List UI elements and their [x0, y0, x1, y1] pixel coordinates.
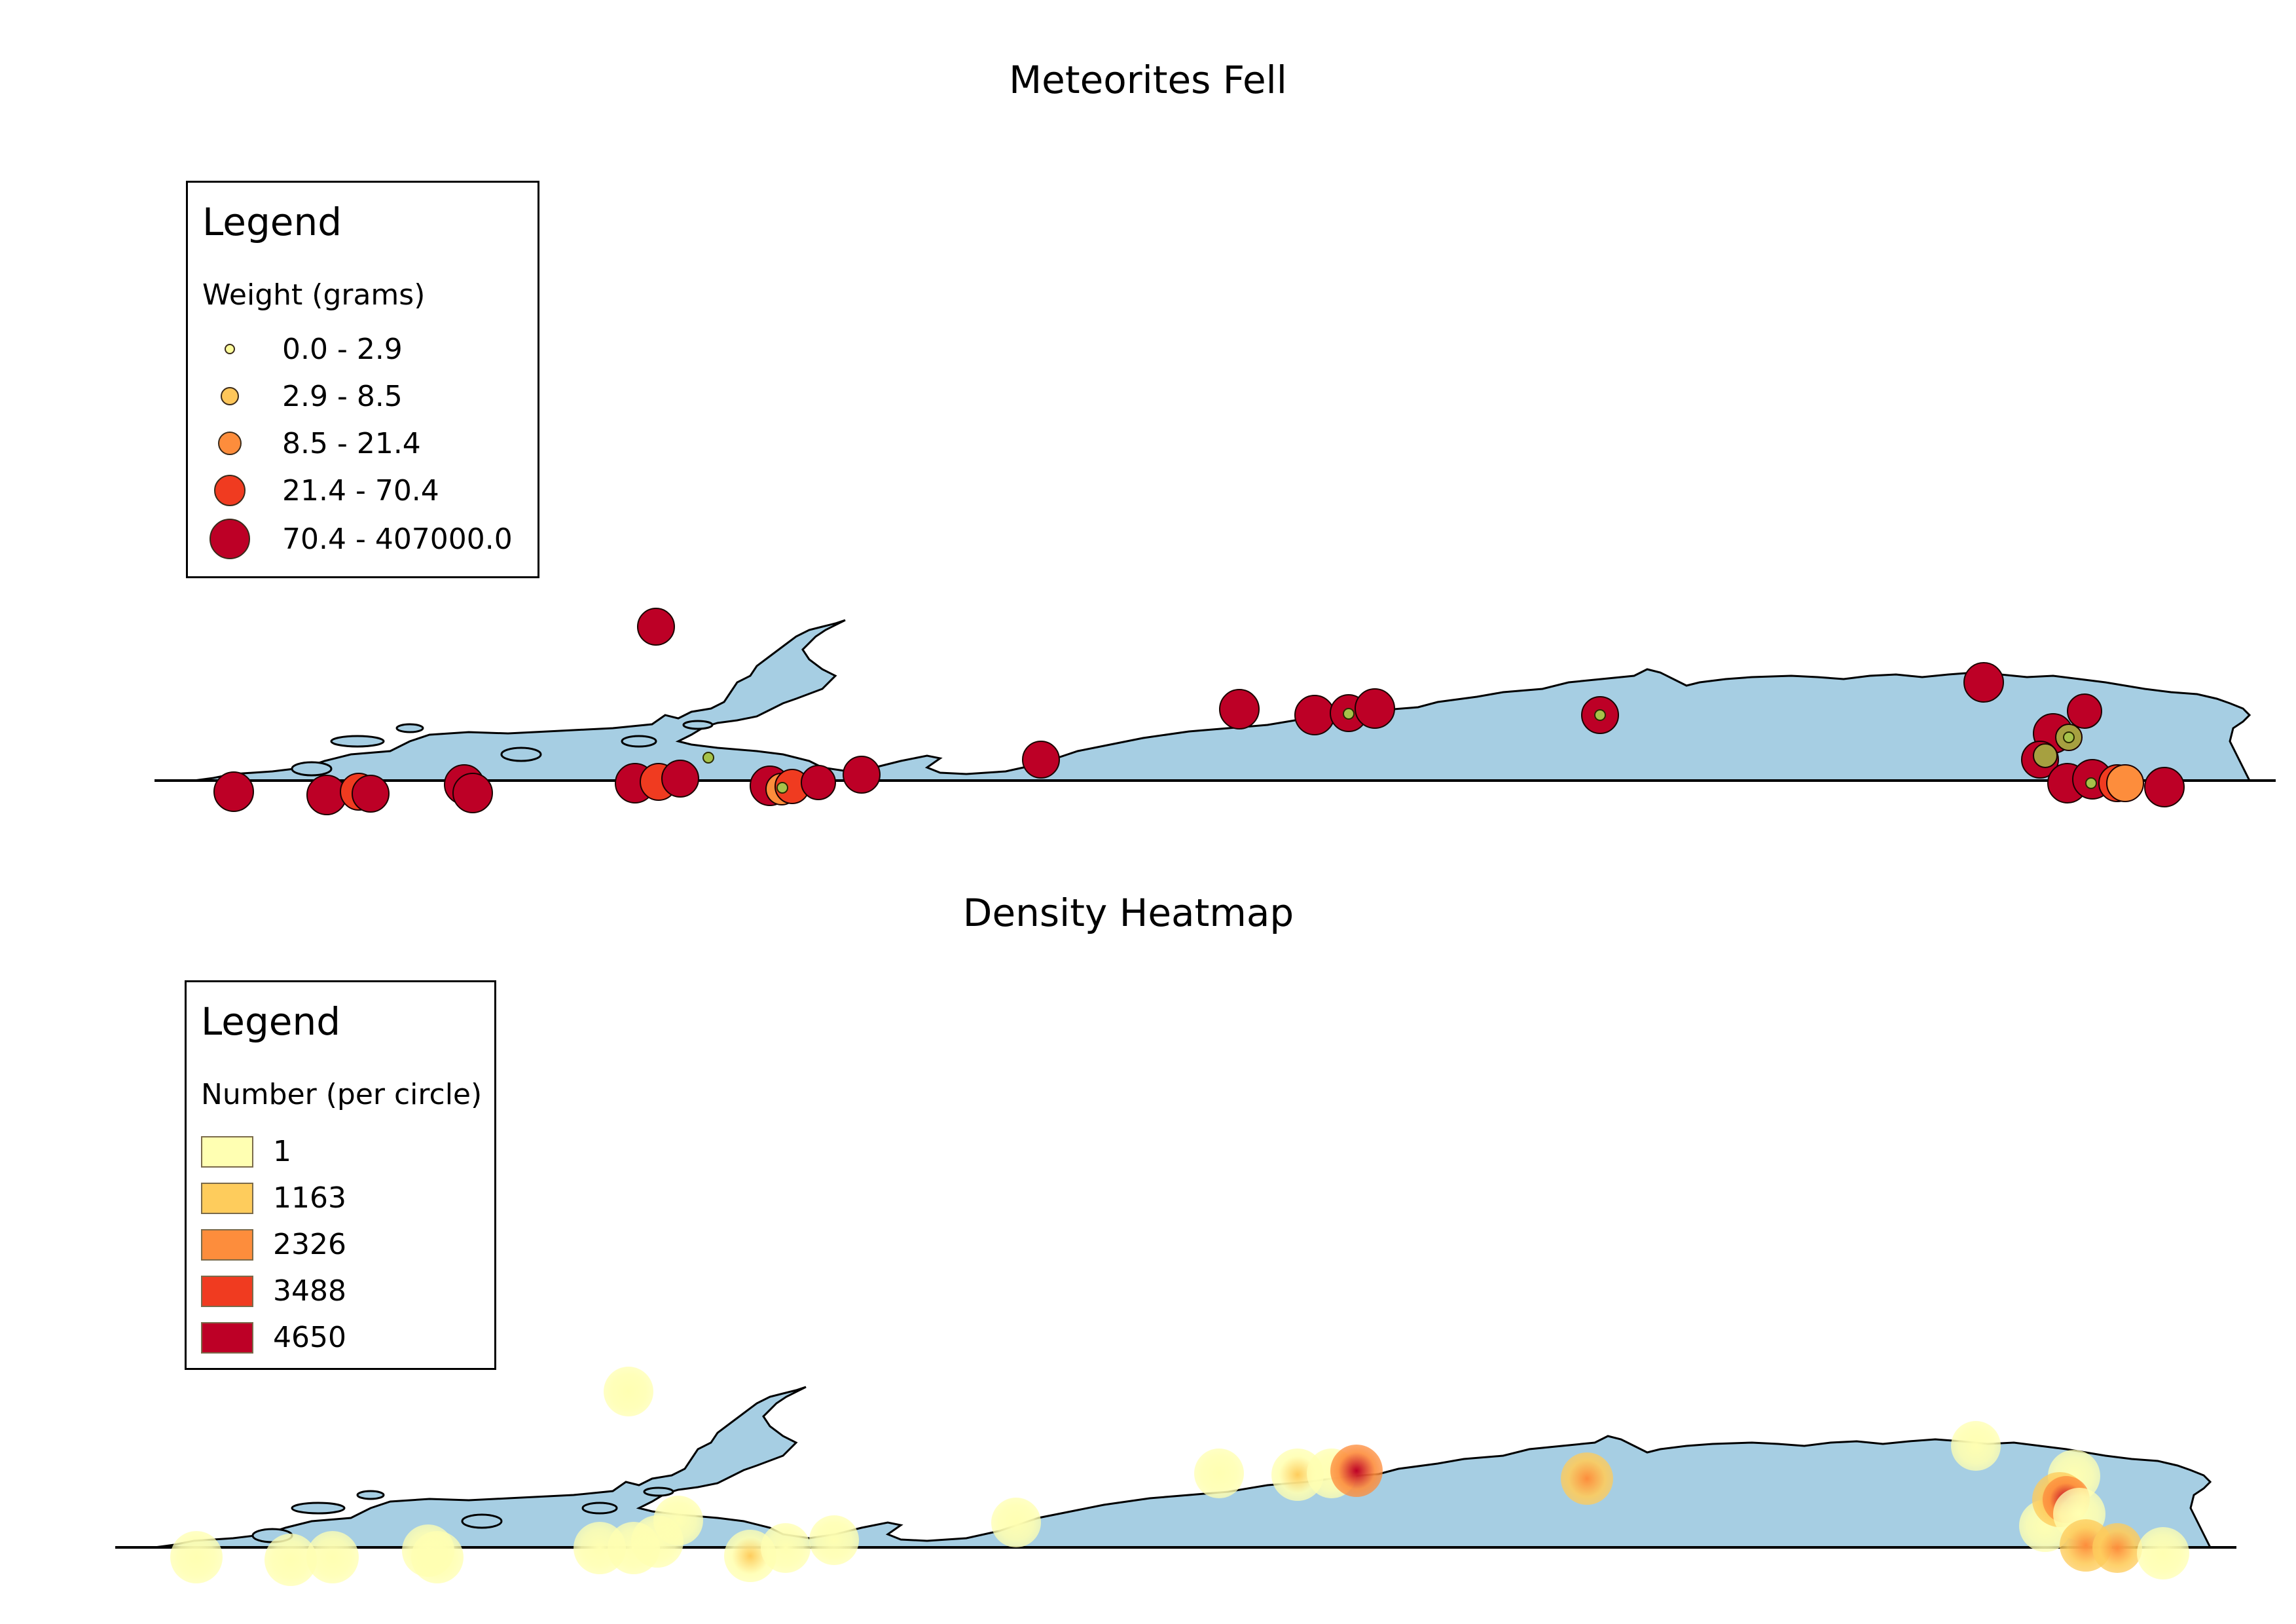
- density-blob: [1951, 1421, 2001, 1471]
- island: [682, 720, 714, 730]
- density-blob: [604, 1367, 653, 1416]
- meteorite-marker: [2144, 767, 2185, 807]
- meteorite-marker-small: [1594, 709, 1606, 721]
- island: [356, 1490, 385, 1500]
- density-blob: [761, 1523, 811, 1573]
- map-title-meteorites-fell: Meteorites Fell: [1009, 58, 1287, 102]
- legend-swatch: [201, 1183, 253, 1214]
- density-blob: [306, 1531, 359, 1583]
- legend-item: 2326: [187, 1222, 494, 1268]
- legend-label: 21.4 - 70.4: [282, 474, 439, 507]
- legend-item: 4650: [187, 1315, 494, 1361]
- legend-item: 3488: [187, 1268, 494, 1314]
- meteorite-marker: [1219, 689, 1260, 729]
- island: [291, 1502, 346, 1515]
- island: [581, 1502, 618, 1515]
- legend-label: 70.4 - 407000.0: [282, 523, 513, 556]
- density-blob: [991, 1498, 1041, 1547]
- meteorite-marker: [1963, 662, 2004, 703]
- island: [330, 735, 385, 748]
- legend-item: 1: [187, 1129, 494, 1175]
- meteorite-marker-small: [776, 782, 788, 794]
- legend-symbol: [214, 475, 246, 506]
- meteorite-marker: [801, 765, 836, 800]
- legend-title: Legend: [201, 999, 341, 1044]
- map-title-density-heatmap: Density Heatmap: [962, 891, 1294, 935]
- island: [291, 761, 333, 777]
- legend-title: Legend: [202, 200, 342, 244]
- legend-label: 0.0 - 2.9: [282, 333, 403, 366]
- legend-symbol: [225, 344, 235, 354]
- density-blob: [264, 1534, 317, 1586]
- legend-label: 2.9 - 8.5: [282, 380, 403, 413]
- density-blob: [2137, 1527, 2189, 1579]
- meteorite-marker: [213, 771, 254, 812]
- meteorite-marker: [2106, 764, 2144, 802]
- meteorite-marker: [661, 760, 699, 798]
- legend-label: 4650: [273, 1321, 346, 1354]
- legend-subtitle: Weight (grams): [202, 278, 426, 312]
- meteorite-marker-small: [2085, 777, 2097, 789]
- legend-label: 2326: [273, 1228, 346, 1261]
- island: [461, 1513, 503, 1529]
- density-blob: [809, 1515, 859, 1565]
- legend-symbol: [210, 519, 250, 559]
- legend-swatch: [201, 1229, 253, 1261]
- legend-item: 2.9 - 8.5: [188, 374, 538, 420]
- density-blob: [411, 1531, 464, 1583]
- meteorite-marker: [1294, 695, 1335, 735]
- legend-subtitle: Number (per circle): [201, 1078, 483, 1111]
- density-blob: [653, 1496, 703, 1545]
- legend-weight: Legend Weight (grams) 0.0 - 2.9 2.9 - 8.…: [186, 181, 539, 578]
- meteorite-marker-small: [702, 752, 714, 764]
- legend-label: 1: [273, 1135, 291, 1168]
- meteorite-marker: [843, 756, 881, 794]
- legend-label: 3488: [273, 1274, 346, 1308]
- density-blob: [2092, 1523, 2142, 1573]
- legend-label: 8.5 - 21.4: [282, 427, 421, 460]
- meteorite-marker: [637, 608, 675, 646]
- map-1-landmass: [155, 619, 2276, 782]
- legend-swatch: [201, 1322, 253, 1354]
- island: [643, 1486, 674, 1497]
- meteorite-marker-small: [1343, 708, 1355, 720]
- legend-item: 70.4 - 407000.0: [188, 517, 538, 563]
- legend-label: 1163: [273, 1181, 346, 1215]
- meteorite-marker: [2067, 693, 2102, 729]
- density-blob: [1561, 1452, 1613, 1505]
- legend-item: 8.5 - 21.4: [188, 421, 538, 467]
- meteorite-marker: [352, 775, 390, 813]
- island: [621, 735, 657, 748]
- island: [500, 747, 542, 762]
- density-blob: [1330, 1445, 1383, 1497]
- legend-symbol: [218, 432, 242, 455]
- density-blob: [170, 1531, 223, 1583]
- meteorite-marker: [1355, 688, 1395, 729]
- density-blob: [1194, 1449, 1244, 1498]
- meteorite-marker: [2033, 743, 2058, 768]
- map-2-landmass: [115, 1386, 2236, 1549]
- legend-item: 21.4 - 70.4: [188, 468, 538, 514]
- legend-swatch: [201, 1276, 253, 1307]
- island: [395, 723, 424, 733]
- legend-symbol: [221, 387, 239, 405]
- legend-item: 0.0 - 2.9: [188, 327, 538, 373]
- legend-item: 1163: [187, 1175, 494, 1221]
- meteorite-marker: [1022, 741, 1060, 779]
- meteorite-marker: [452, 773, 493, 813]
- legend-density: Legend Number (per circle) 1 1163 2326 3…: [185, 980, 496, 1370]
- meteorite-marker-small: [2063, 731, 2075, 743]
- legend-swatch: [201, 1136, 253, 1168]
